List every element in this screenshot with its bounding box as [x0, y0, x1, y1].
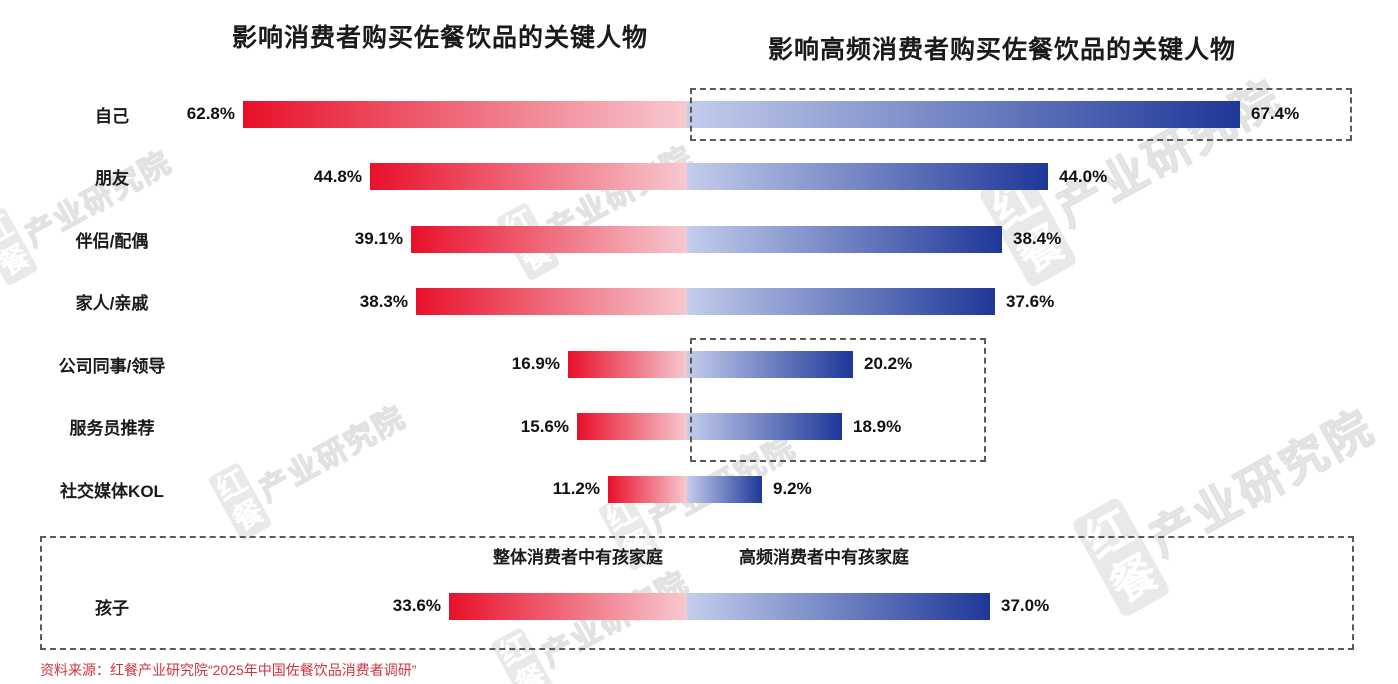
category-label: 社交媒体KOL: [60, 481, 164, 501]
right-bar: [687, 475, 762, 503]
right-value-label: 44.0%: [1059, 166, 1108, 186]
category-label: 家人/亲戚: [75, 294, 149, 314]
left-value-label: 15.6%: [520, 416, 569, 436]
right-bar: [687, 592, 990, 620]
chart-row-waiter: 服务员推荐 15.6% 18.9%: [0, 396, 1398, 459]
chart-row-colleagues: 公司同事/领导 16.9% 20.2%: [0, 333, 1398, 396]
right-value-label: 37.6%: [1006, 291, 1055, 311]
category-label: 伴侣/配偶: [75, 231, 149, 251]
right-bar: [687, 100, 1240, 128]
chart-row-friends: 朋友 44.8% 44.0%: [0, 146, 1398, 209]
right-value-label: 18.9%: [853, 416, 902, 436]
category-label: 公司同事/领导: [58, 356, 166, 376]
left-bar: [243, 100, 687, 128]
left-bar: [577, 413, 687, 441]
left-value-label: 16.9%: [511, 354, 560, 374]
right-bar: [687, 350, 853, 378]
children-header-overall: 整体消费者中有孩家庭: [493, 548, 663, 567]
chart-title-right: 影响高频消费者购买佐餐饮品的关键人物: [768, 36, 1237, 64]
category-label: 服务员推荐: [69, 419, 155, 439]
left-bar: [608, 475, 687, 503]
left-bar: [411, 225, 687, 253]
left-value-label: 38.3%: [359, 291, 408, 311]
right-value-label: 38.4%: [1013, 229, 1062, 249]
children-header-highfreq: 高频消费者中有孩家庭: [739, 548, 909, 567]
left-bar: [449, 592, 687, 620]
category-label: 朋友: [95, 169, 129, 189]
left-value-label: 33.6%: [392, 596, 441, 616]
chart-row-children-wrap: 孩子 33.6% 37.0%: [0, 575, 1398, 638]
right-value-label: 20.2%: [864, 354, 913, 374]
right-value-label: 9.2%: [773, 479, 812, 499]
chart-row-children: 孩子 33.6% 37.0%: [0, 575, 1398, 638]
chart-row-partner: 伴侣/配偶 39.1% 38.4%: [0, 208, 1398, 271]
chart-title-left: 影响消费者购买佐餐饮品的关键人物: [232, 24, 649, 52]
category-label: 孩子: [95, 598, 129, 618]
left-value-label: 11.2%: [552, 479, 600, 499]
right-bar: [687, 163, 1048, 191]
chart-row-self: 自己 62.8% 67.4%: [0, 83, 1398, 146]
source-note: 资料来源：红餐产业研究院“2025年中国佐餐饮品消费者调研”: [40, 662, 417, 678]
right-bar: [687, 225, 1002, 253]
chart-row-kol: 社交媒体KOL 11.2% 9.2%: [0, 458, 1398, 521]
right-bar: [687, 288, 995, 316]
chart-row-family: 家人/亲戚 38.3% 37.6%: [0, 271, 1398, 334]
right-value-label: 37.0%: [1001, 596, 1050, 616]
left-value-label: 44.8%: [313, 166, 362, 186]
right-bar: [687, 413, 842, 441]
left-bar: [416, 288, 687, 316]
left-value-label: 62.8%: [186, 104, 235, 124]
left-value-label: 39.1%: [354, 229, 403, 249]
category-label: 自己: [95, 106, 129, 126]
left-bar: [568, 350, 687, 378]
chart-rows: 自己 62.8% 67.4% 朋友 44.8% 44.0% 伴侣/配偶: [0, 83, 1398, 521]
right-value-label: 67.4%: [1251, 104, 1300, 124]
left-bar: [370, 163, 687, 191]
